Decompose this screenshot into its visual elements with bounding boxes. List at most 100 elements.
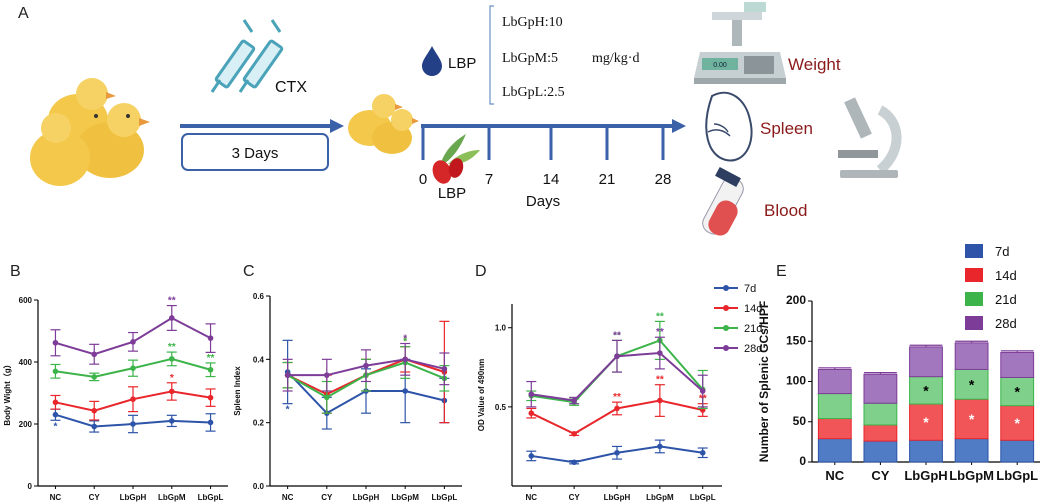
x-tick-label-cy: CY [321, 493, 333, 502]
significance-mark: * [170, 373, 174, 384]
data-point-28d [284, 372, 291, 378]
y-tick-label-200: 200 [19, 420, 33, 429]
x-tick-label-cy: CY [871, 468, 889, 483]
panel-label-b: B [10, 263, 21, 280]
y-tick-label-50: 50 [793, 414, 807, 428]
y-tick-label-0-4: 0.4 [253, 355, 265, 364]
dose-unit: mg/kg·d [592, 51, 639, 66]
data-point-21d [130, 365, 136, 372]
y-tick-label-100: 100 [786, 374, 806, 388]
y-axis-label: Body Wight（g） [2, 360, 12, 425]
significance-mark: * [923, 382, 929, 398]
data-point-28d [130, 339, 136, 345]
panel-label-e: E [776, 263, 787, 280]
data-point-7d [571, 459, 577, 466]
data-point-14d [657, 397, 663, 404]
scale-icon [694, 2, 786, 84]
data-point-7d [528, 453, 535, 459]
arrow-head-2 [672, 119, 686, 133]
significance-mark: ** [656, 375, 664, 386]
data-point-21d [324, 394, 330, 401]
y-tick-label-600: 600 [19, 296, 33, 305]
bar-segment-7d [954, 438, 989, 463]
day-tick-14: 14 [543, 171, 560, 188]
data-point-7d [130, 421, 136, 427]
panel-label-d: D [475, 263, 487, 280]
significance-mark: * [53, 421, 57, 432]
data-point-28d [324, 372, 330, 378]
dose-low: LbGpL:2.5 [502, 85, 565, 100]
significance-mark: * [286, 405, 290, 416]
duration-box [181, 133, 329, 171]
bar-segment-7d [909, 439, 943, 463]
y-tick-label-0-2: 0.2 [253, 419, 265, 428]
goji-berry-icon [432, 134, 480, 184]
x-tick-label-nc: NC [50, 493, 62, 502]
legend-marker-14d [723, 305, 729, 311]
y-axis-label: OD Value of 490nm [477, 359, 486, 431]
arrow-head-1 [330, 119, 344, 133]
microscope-icon [838, 97, 902, 178]
spleen-label: Spleen [760, 119, 813, 138]
data-point-28d [571, 397, 577, 404]
significance-mark: ** [207, 353, 215, 364]
chicks-small-icon [348, 94, 419, 154]
data-point-14d [571, 430, 577, 437]
bar-segment-28d [909, 346, 943, 378]
data-point-14d [130, 396, 136, 403]
bar-segment-14d [863, 424, 898, 442]
weight-label: Weight [788, 55, 841, 74]
bar-segment-14d [1000, 405, 1035, 441]
panel-label-a: A [18, 5, 29, 22]
spleen-icon [705, 91, 753, 162]
x-tick-label-lbgpl: LbGpL [431, 493, 457, 502]
y-tick-label-0: 0 [28, 482, 33, 491]
x-tick-label-lbgpm: LbGpM [646, 493, 674, 502]
legend-swatch-28d [965, 316, 983, 330]
chart-od-value: 0.5 1.0 NC CY LbGpH LbGpM LbGpL OD Value of 490… [477, 283, 762, 502]
blood-tube-icon [702, 166, 744, 236]
x-tick-label-lbgph: LbGpH [604, 493, 631, 502]
y-tick-label-200: 200 [786, 293, 806, 307]
scale-readout: 0.00 [713, 62, 727, 69]
data-point-28d [528, 391, 535, 398]
x-tick-label-lbgpl: LbGpL [690, 493, 716, 502]
significance-mark: * [969, 411, 975, 427]
bar-segment-21d [909, 376, 943, 405]
data-point-14d [614, 405, 620, 412]
legend-label-28d: 28d [744, 343, 762, 355]
bar-segment-14d [909, 403, 943, 441]
significance-mark: ** [613, 392, 621, 403]
x-tick-label-cy: CY [569, 493, 581, 502]
significance-mark: ** [613, 330, 621, 341]
panel-label-c: C [243, 263, 255, 280]
legend-label-21d: 21d [995, 292, 1017, 307]
x-tick-label-nc: NC [825, 468, 844, 483]
bar-segment-28d [817, 368, 852, 395]
legend-label-28d: 28d [995, 316, 1017, 331]
legend-marker-28d [723, 345, 729, 351]
dose-mid: LbGpM:5 [502, 51, 558, 66]
bar-segment-21d [954, 368, 989, 400]
bar-segment-28d [863, 373, 898, 404]
data-point-7d [52, 411, 59, 418]
cyc-label: CTX [275, 79, 307, 96]
day-tick-0: 0 [419, 171, 427, 188]
legend-swatch-7d [965, 244, 983, 258]
y-tick-label-0-0: 0.0 [253, 482, 265, 491]
day-tick-7: 7 [485, 171, 493, 188]
bar-segment-7d [1000, 439, 1035, 463]
y-tick-label-0: 0 [799, 454, 806, 468]
lbp-plant-label: LBP [438, 185, 466, 202]
significance-mark: * [923, 414, 929, 430]
x-tick-label-lbgpm: LbGpM [391, 493, 419, 502]
chart-body-weight: 0 200 400 600 NC CY LbGpH LbGpM LbGpL Body Wight（… [2, 296, 228, 502]
x-tick-label-cy: CY [89, 493, 101, 502]
x-tick-label-lbgph: LbGpH [904, 468, 947, 483]
bar-segment-21d [863, 402, 898, 426]
legend-label-14d: 14d [995, 268, 1017, 283]
days-label: Days [526, 193, 560, 210]
day-tick-21: 21 [599, 171, 616, 188]
chart-spleen-index: 0.0 0.2 0.4 0.6 NC CY LbGpH LbGpM LbGpL Spleen In… [233, 292, 462, 502]
